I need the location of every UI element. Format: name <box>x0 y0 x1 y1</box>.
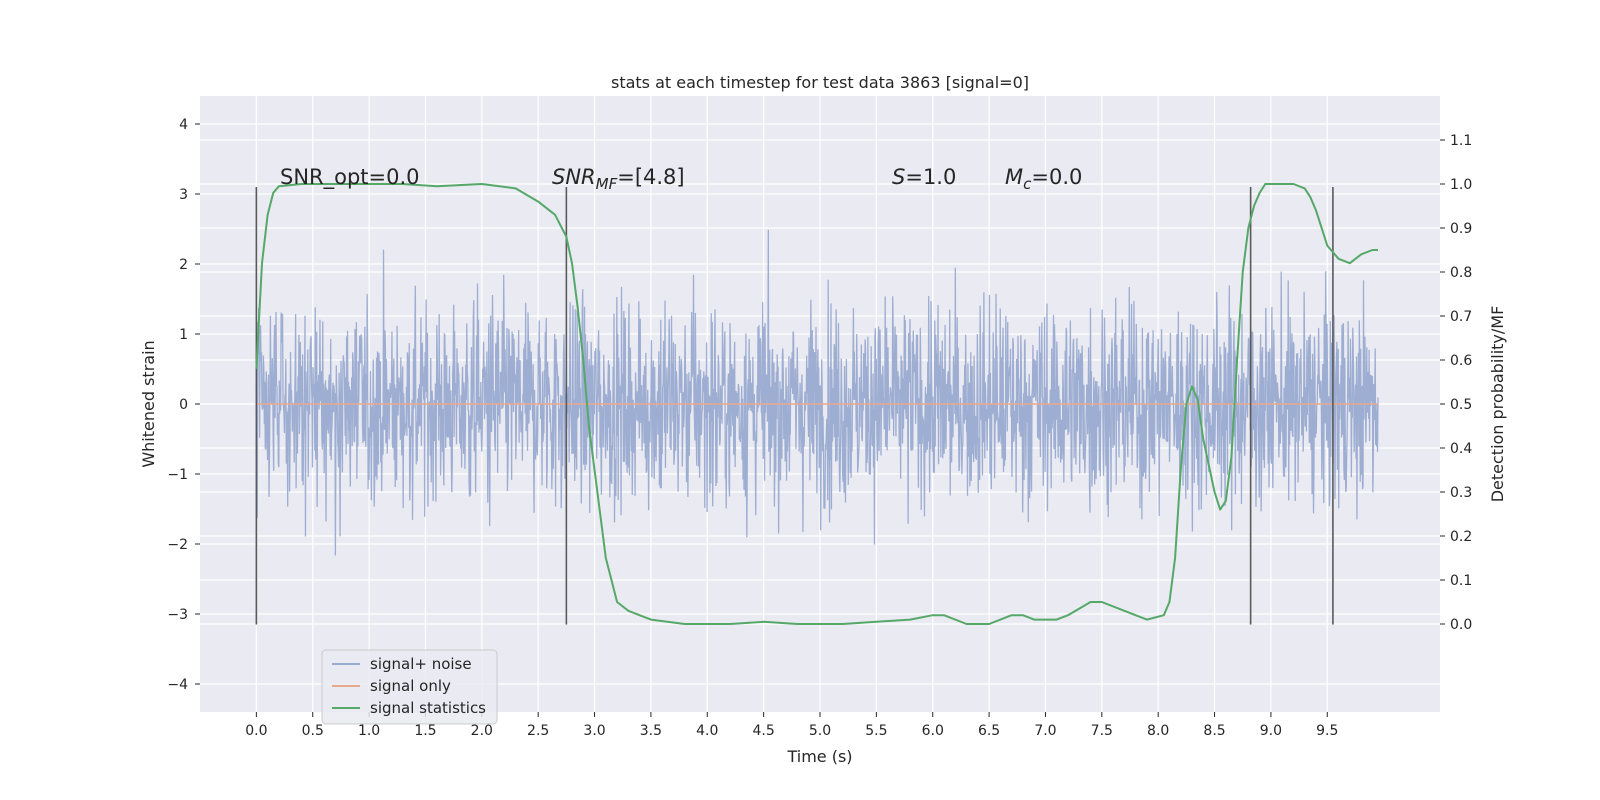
y-right-tick-label: 0.4 <box>1450 441 1472 457</box>
y-left-axis-ticks: 4 3 2 1 0 −1 −2 −3 −4 <box>167 117 200 693</box>
y-right-tick-label: 0.0 <box>1450 617 1472 633</box>
annotation-s: S=1.0 <box>892 165 956 189</box>
signal-plus-noise-line <box>255 229 1379 556</box>
x-tick-label: 6.5 <box>978 723 1000 739</box>
x-tick-label: 3.0 <box>583 723 605 739</box>
x-axis-ticks: 0.0 0.5 1.0 1.5 2.0 2.5 3.0 3.5 4.0 4.5 5.0 5.5 6.0 6… <box>245 712 1338 739</box>
legend-box <box>321 649 498 725</box>
x-tick-label: 0.5 <box>302 723 324 739</box>
y-right-axis-ticks: 1.1 1.0 0.9 0.8 0.7 0.6 0.5 0.4 0.3 0.2 0.1 0.0 <box>1440 133 1472 633</box>
annotation-mc-sub: c <box>1023 175 1032 193</box>
y-left-tick-label: 0 <box>179 397 188 413</box>
y-left-tick-label: 4 <box>179 117 188 133</box>
x-tick-label: 5.5 <box>865 723 887 739</box>
x-tick-label: 7.5 <box>1091 723 1113 739</box>
chart-title: stats at each timestep for test data 386… <box>611 73 1029 92</box>
annotation-snr-mf-rest: =[4.8] <box>617 165 684 189</box>
y-right-tick-label: 1.1 <box>1450 133 1472 149</box>
annotation-snr-mf-sub: MF <box>596 175 618 193</box>
y-left-tick-label: −3 <box>167 607 188 623</box>
y-right-tick-label: 0.8 <box>1450 265 1472 281</box>
x-tick-label: 3.5 <box>640 723 662 739</box>
annotation-snr-opt: SNR_opt=0.0 <box>280 165 420 190</box>
y-right-tick-label: 0.5 <box>1450 397 1472 413</box>
y-right-tick-label: 0.9 <box>1450 221 1472 237</box>
x-tick-label: 6.0 <box>922 723 944 739</box>
x-tick-label: 1.0 <box>358 723 380 739</box>
y-right-tick-label: 0.1 <box>1450 573 1472 589</box>
legend-label-signal-only: signal only <box>370 677 451 695</box>
x-tick-label: 8.0 <box>1147 723 1169 739</box>
signal-statistics-line <box>255 183 1378 625</box>
x-tick-label: 4.5 <box>753 723 775 739</box>
annotation-mc: Mc=0.0 <box>1005 165 1082 193</box>
y-left-tick-label: 3 <box>179 187 188 203</box>
legend: signal+ noise signal only signal statist… <box>321 649 498 725</box>
annotation-mc-base: M <box>1005 165 1023 189</box>
x-tick-label: 9.0 <box>1260 723 1282 739</box>
y-left-tick-label: −4 <box>167 677 188 693</box>
annotation-s-base: S <box>892 165 905 189</box>
x-tick-label: 7.0 <box>1034 723 1056 739</box>
y-left-tick-label: −1 <box>167 467 188 483</box>
y-right-tick-label: 0.2 <box>1450 529 1472 545</box>
x-tick-label: 1.5 <box>414 723 436 739</box>
x-tick-label: 2.5 <box>527 723 549 739</box>
x-tick-label: 0.0 <box>245 723 267 739</box>
x-tick-label: 4.0 <box>696 723 718 739</box>
y-right-tick-label: 1.0 <box>1450 177 1472 193</box>
legend-label-signal-statistics: signal statistics <box>370 699 486 717</box>
vertical-markers <box>255 187 1334 625</box>
annotation-mc-rest: =0.0 <box>1031 165 1082 189</box>
signal-plus-noise-series <box>255 229 1379 556</box>
x-tick-label: 8.5 <box>1203 723 1225 739</box>
x-tick-label: 9.5 <box>1316 723 1338 739</box>
annotation-snr-mf: SNRMF=[4.8] <box>552 165 685 193</box>
y-left-tick-label: −2 <box>167 537 188 553</box>
x-tick-label: 5.0 <box>809 723 831 739</box>
annotation-snr-mf-base: SNR <box>552 165 596 189</box>
y-right-tick-label: 0.7 <box>1450 309 1472 325</box>
x-axis-label: Time (s) <box>786 747 852 766</box>
y-right-tick-label: 0.6 <box>1450 353 1472 369</box>
y-right-tick-label: 0.3 <box>1450 485 1472 501</box>
y-right-axis-label: Detection probability/MF <box>1488 306 1507 503</box>
y-left-axis-label: Whitened strain <box>139 340 158 467</box>
legend-label-signal-plus-noise: signal+ noise <box>370 655 472 673</box>
y-left-tick-label: 2 <box>179 257 188 273</box>
signal-statistics-series <box>255 183 1378 625</box>
x-tick-label: 2.0 <box>471 723 493 739</box>
annotation-s-rest: =1.0 <box>905 165 956 189</box>
y-left-tick-label: 1 <box>179 327 188 343</box>
